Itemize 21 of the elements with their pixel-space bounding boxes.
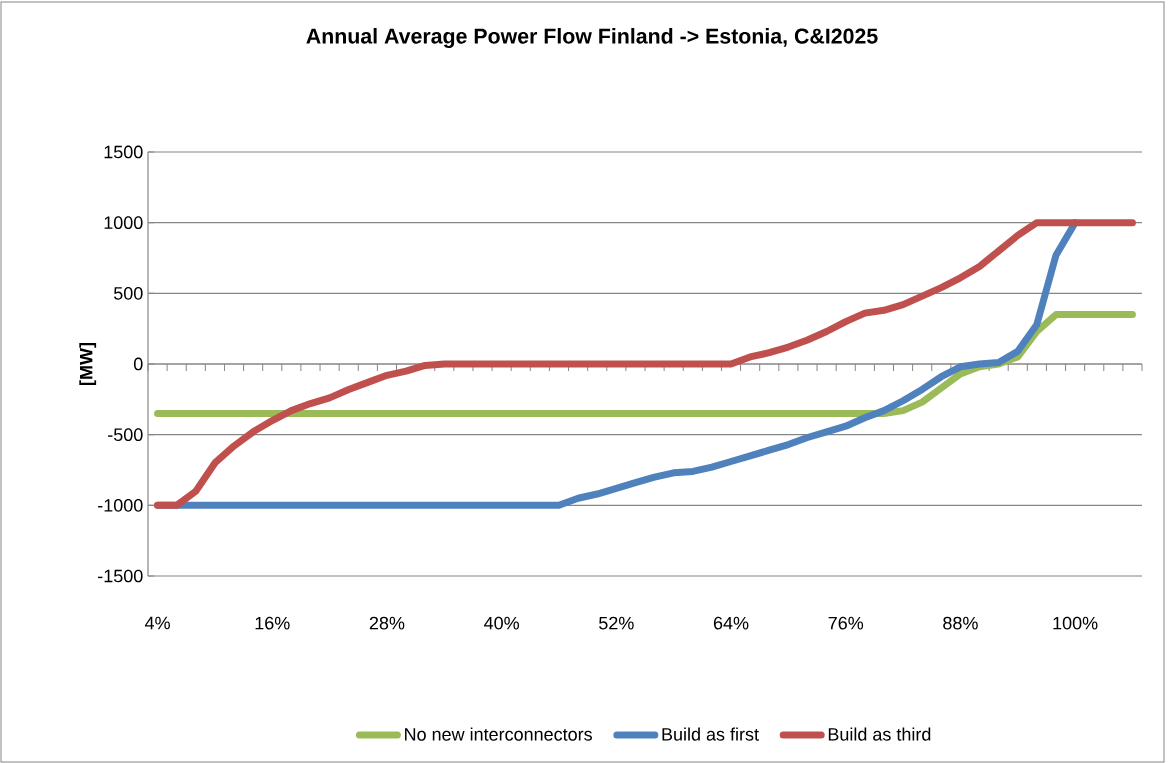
chart-title: Annual Average Power Flow Finland -> Estonia, C&I2025 [306,28,878,48]
x-tick-label: 40% [484,616,520,630]
x-tick-label: 52% [599,616,634,630]
legend-label: No new interconnectors [405,727,592,741]
x-tick-label: 64% [713,616,749,630]
y-tick-label: -500 [108,428,143,442]
y-tick-label: 500 [113,286,143,300]
x-tick-label: 88% [943,616,978,630]
x-tick-label: 76% [828,616,864,630]
x-tick-label: 16% [255,616,290,630]
legend-label: Build as third [828,727,931,741]
x-tick-label: 4% [144,616,170,630]
y-tick-label: 1500 [104,145,143,159]
legend-label: Build as first [662,727,759,741]
y-tick-label: -1000 [98,498,143,512]
y-tick-label: 1000 [104,216,143,230]
x-tick-label: 28% [369,616,405,630]
y-tick-label: 0 [133,357,143,371]
x-tick-label: 100% [1053,616,1098,630]
y-tick-label: -1500 [98,569,143,583]
y-axis-title: [MW] [79,343,97,385]
